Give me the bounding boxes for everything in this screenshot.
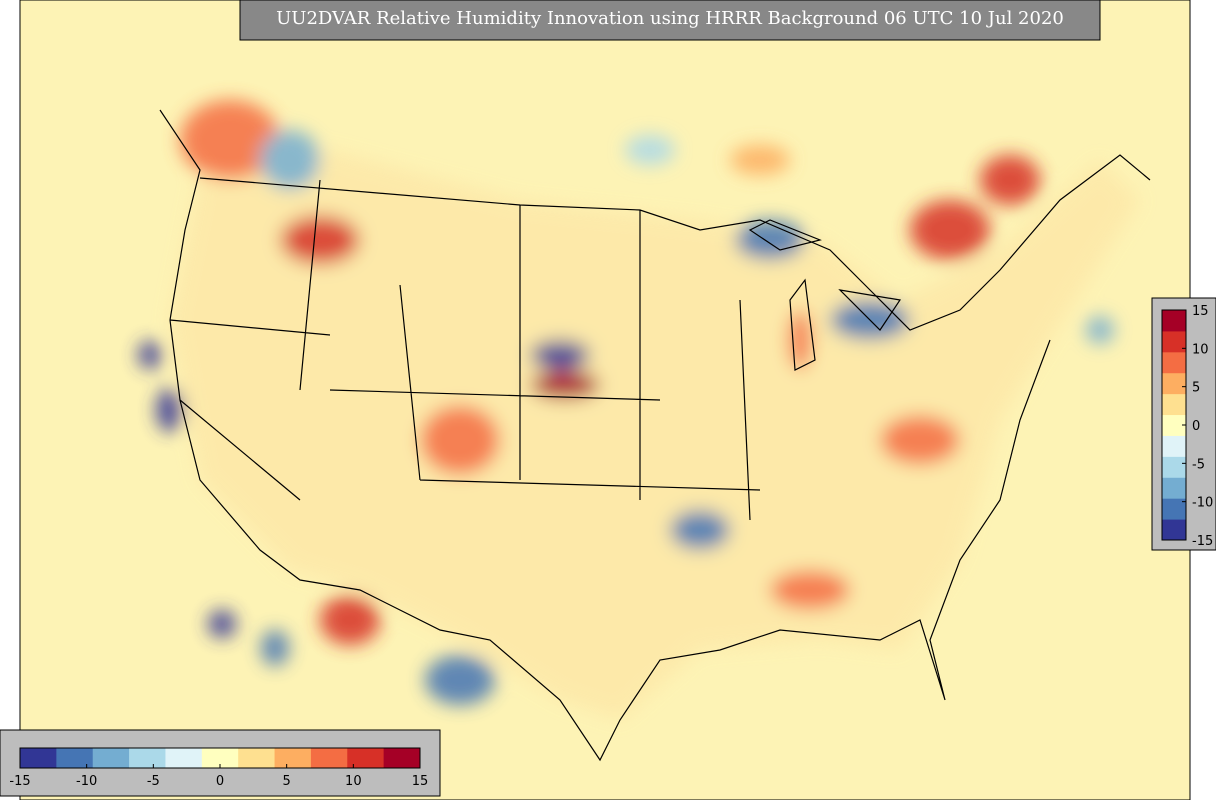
colorbar-tick-label: 10 [345,774,362,789]
colorbar-segment [1162,330,1186,353]
colorbar-segment [1162,477,1186,499]
colorbar-segment [1162,456,1186,478]
colorbar-tick-label: 15 [412,774,429,789]
colorbar-tick-label: -5 [147,774,160,789]
colorbar-segment [1162,393,1186,416]
colorbar-tick-label: -15 [1192,534,1213,549]
colorbar-segment [165,748,203,768]
humidity-field [138,100,1140,720]
colorbar-tick-label: 5 [1192,381,1200,396]
colorbar-tick-label: -10 [1192,496,1213,511]
colorbar-segment [20,748,57,768]
colorbar-segment [1162,372,1186,395]
colorbar-segment [1162,519,1186,541]
colorbar-segment [274,748,312,768]
colorbar-segment [129,748,166,768]
colorbar-tick-label: -5 [1192,457,1205,472]
colorbar-tick-label: 15 [1192,304,1209,319]
colorbar-tick-label: 0 [1192,419,1200,434]
colorbar-segment [1162,351,1186,374]
colorbar-segment [383,748,421,768]
colorbar-tick-label: -15 [9,774,30,789]
colorbar-segment [1162,498,1186,520]
map-title: UU2DVAR Relative Humidity Innovation usi… [276,8,1064,29]
colorbar-tick-label: 5 [283,774,291,789]
colorbar-segment [1162,414,1186,436]
colorbar-segment [238,748,276,768]
colorbar-segment [92,748,130,768]
boundaries [159,109,1151,762]
colorbar-segment [1162,310,1186,332]
colorbar-segment [56,748,94,768]
colorbar-segment [1162,435,1186,457]
title-box [239,0,1101,41]
colorbar-tick-label: 10 [1192,342,1209,357]
colorbar-segment [347,748,385,768]
colorbar-segment [310,748,348,768]
colorbar-segment [201,748,239,768]
colorbar-tick-label: -10 [76,774,97,789]
colorbar-tick-label: 0 [216,774,224,789]
